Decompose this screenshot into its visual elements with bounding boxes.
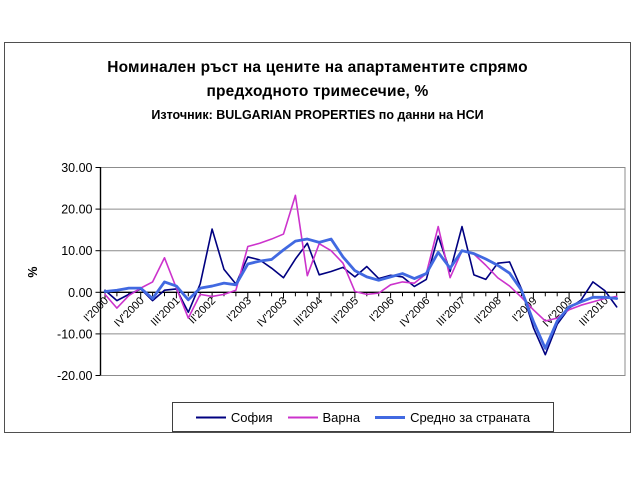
- svg-text:I'2006: I'2006: [367, 295, 396, 324]
- chart-title-line1: Номинален ръст на цените на апартаментит…: [107, 59, 528, 76]
- svg-text:20.00: 20.00: [61, 203, 92, 217]
- svg-text:IV'2006: IV'2006: [398, 295, 433, 330]
- svg-text:IV'2003: IV'2003: [255, 295, 290, 330]
- legend-label-average: Средно за страната: [410, 409, 531, 425]
- legend-label-varna: Варна: [322, 409, 361, 425]
- chart-title-block: Номинален ръст на цените на апартаментит…: [5, 56, 630, 126]
- svg-text:III'2004: III'2004: [292, 295, 326, 329]
- average-line-swatch-icon: [375, 415, 406, 419]
- varna-line-swatch-icon: [287, 416, 318, 418]
- svg-text:%: %: [26, 266, 40, 277]
- chart-source: Източник: BULGARIAN PROPERTIES по данни …: [151, 108, 484, 122]
- svg-text:II'2005: II'2005: [329, 295, 361, 327]
- svg-text:III'2007: III'2007: [434, 295, 468, 329]
- chart-frame: Номинален ръст на цените на апартаментит…: [4, 42, 631, 433]
- svg-text:30.00: 30.00: [61, 161, 92, 175]
- legend-item-sofia: София: [195, 409, 273, 425]
- chart-title-line2: предходното тримесечие, %: [206, 83, 429, 100]
- legend-label-sofia: София: [230, 409, 273, 425]
- svg-text:0.00: 0.00: [68, 286, 92, 300]
- svg-text:II'2008: II'2008: [472, 295, 504, 327]
- svg-text:-20.00: -20.00: [57, 369, 92, 383]
- svg-text:I'2003: I'2003: [224, 295, 253, 324]
- sofia-line-swatch-icon: [195, 416, 226, 418]
- svg-text:10.00: 10.00: [61, 244, 92, 258]
- legend-item-varna: Варна: [287, 409, 361, 425]
- legend-item-average: Средно за страната: [375, 410, 530, 425]
- chart-legend: София Варна Средно за страната: [172, 402, 554, 432]
- svg-text:-10.00: -10.00: [57, 327, 92, 341]
